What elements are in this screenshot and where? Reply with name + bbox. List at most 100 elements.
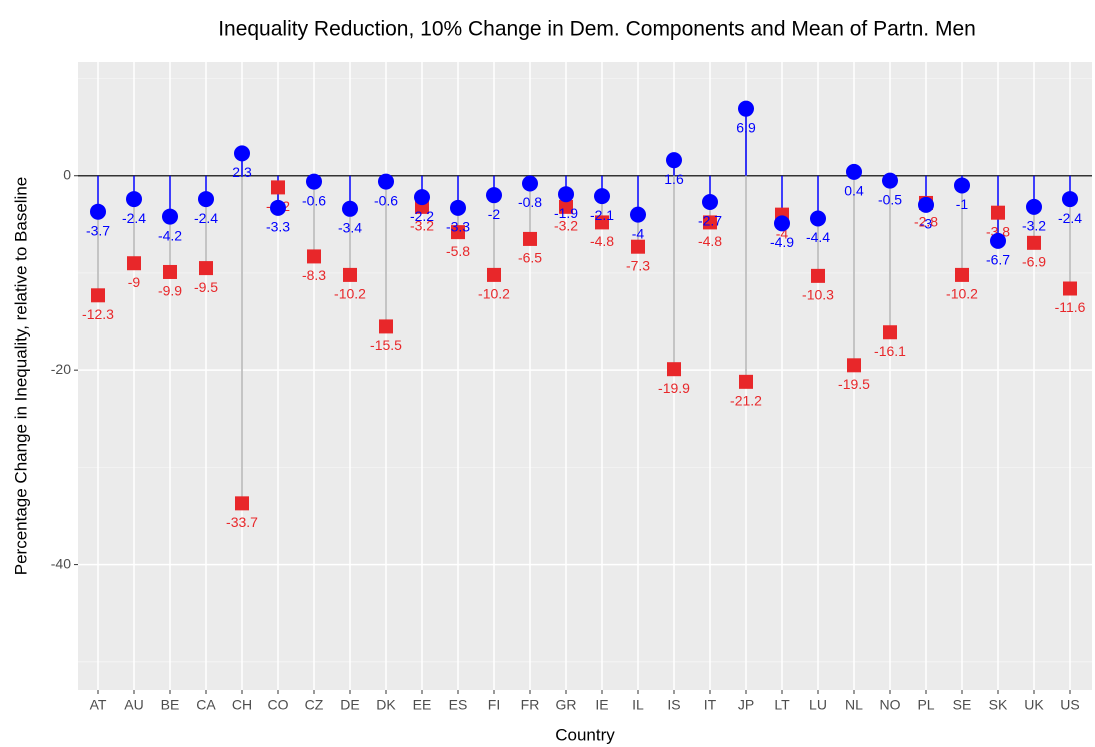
value-label: -4.9: [770, 234, 794, 250]
x-tick-label: CO: [268, 697, 289, 713]
value-label: -3.2: [1022, 218, 1046, 234]
x-tick-label: IT: [704, 697, 717, 713]
circle-point: [810, 210, 826, 227]
square-point: [739, 374, 753, 389]
x-tick-label: FR: [521, 697, 540, 713]
x-tick-label: CZ: [305, 697, 324, 713]
value-label: -0.6: [374, 192, 398, 208]
circle-point: [270, 199, 286, 216]
x-tick-label: CH: [232, 697, 252, 713]
square-point: [883, 325, 897, 340]
square-point: [595, 215, 609, 230]
circle-point: [558, 186, 574, 203]
x-tick-label: DK: [376, 697, 396, 713]
y-tick-label: 0: [63, 166, 71, 182]
circle-point: [126, 191, 142, 208]
value-label: -1.9: [554, 205, 578, 221]
circle-point: [918, 196, 934, 213]
value-label: -2: [488, 206, 501, 222]
value-label: -7.3: [626, 257, 650, 273]
value-label: -4.4: [806, 229, 830, 245]
x-tick-label: PL: [917, 697, 934, 713]
value-label: -6.7: [986, 252, 1010, 268]
circle-point: [594, 188, 610, 205]
x-tick-label: UK: [1024, 697, 1044, 713]
x-axis-title: Country: [555, 725, 615, 744]
circle-point: [198, 191, 214, 208]
x-tick-label: AT: [90, 697, 107, 713]
value-label: -2.8: [914, 214, 938, 230]
circle-point: [666, 152, 682, 169]
circle-point: [630, 206, 646, 223]
x-tick-label: AU: [124, 697, 143, 713]
value-label: -0.5: [878, 191, 902, 207]
circle-point: [486, 187, 502, 204]
value-label: -4.8: [590, 233, 614, 249]
square-point: [1063, 281, 1077, 296]
circle-point: [414, 189, 430, 206]
x-tick-label: IS: [667, 697, 680, 713]
square-point: [811, 268, 825, 283]
value-label: 2.3: [232, 164, 252, 180]
value-label: -1: [956, 196, 969, 212]
value-label: -0.8: [518, 194, 542, 210]
circle-point: [378, 173, 394, 190]
value-label: 0.4: [844, 183, 864, 199]
x-tick-label: DE: [340, 697, 359, 713]
x-tick-label: GR: [556, 697, 577, 713]
square-point: [343, 267, 357, 282]
x-tick-label: SK: [989, 697, 1008, 713]
square-point: [451, 225, 465, 240]
value-label: -2.4: [1058, 210, 1082, 226]
value-label: -15.5: [370, 337, 402, 353]
value-label: -3.8: [986, 223, 1010, 239]
x-tick-label: LU: [809, 697, 827, 713]
circle-point: [306, 173, 322, 190]
value-label: -2.1: [590, 207, 614, 223]
square-point: [955, 267, 969, 282]
circle-point: [1026, 198, 1042, 215]
x-tick-label: IE: [595, 697, 608, 713]
square-point: [199, 261, 213, 276]
circle-point: [954, 177, 970, 194]
value-label: -10.2: [334, 286, 366, 302]
value-label: -19.5: [838, 376, 870, 392]
circle-point: [450, 199, 466, 216]
x-tick-label: US: [1060, 697, 1079, 713]
x-tick-label: IL: [632, 697, 644, 713]
circle-point: [990, 232, 1006, 249]
value-label: -21.2: [730, 393, 762, 409]
circle-point: [702, 193, 718, 210]
x-tick-label: NO: [880, 697, 901, 713]
circle-point: [162, 208, 178, 225]
square-point: [127, 256, 141, 271]
value-label: -5.8: [446, 243, 470, 259]
y-axis-title: Percentage Change in Inequality, relativ…: [11, 177, 30, 576]
value-label: -0.6: [302, 192, 326, 208]
circle-point: [738, 100, 754, 117]
x-tick-label: CA: [196, 697, 216, 713]
x-tick-label: BE: [161, 697, 180, 713]
x-tick-label: SE: [953, 697, 972, 713]
square-point: [523, 231, 537, 246]
value-label: -9.5: [194, 279, 218, 295]
value-label: -6.5: [518, 250, 542, 266]
value-label: -10.2: [946, 286, 978, 302]
y-tick-label: -40: [51, 555, 71, 571]
x-tick-label: LT: [774, 697, 790, 713]
value-label: -16.1: [874, 343, 906, 359]
value-label: -2.4: [122, 210, 146, 226]
value-label: -12.3: [82, 306, 114, 322]
square-point: [703, 215, 717, 230]
circle-point: [522, 175, 538, 192]
x-tick-label: JP: [738, 697, 754, 713]
value-label: -9.9: [158, 283, 182, 299]
circle-point: [774, 215, 790, 232]
circle-point: [846, 163, 862, 180]
value-label: 1.6: [664, 171, 684, 187]
square-point: [1027, 235, 1041, 250]
value-label: -8.3: [302, 267, 326, 283]
square-point: [91, 288, 105, 303]
value-label: -3.4: [338, 219, 362, 235]
value-label: -2.4: [194, 210, 218, 226]
